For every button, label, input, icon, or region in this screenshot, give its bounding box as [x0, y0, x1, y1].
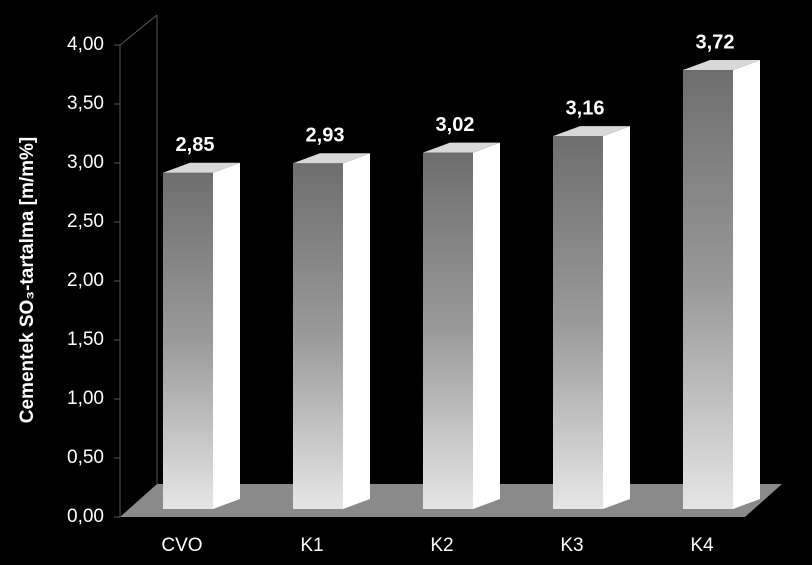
bar-side	[603, 126, 630, 510]
x-tick-label: K3	[560, 535, 583, 556]
bar-top	[553, 126, 630, 137]
y-tick-label: 3,50	[67, 93, 104, 114]
y-axis-label: Cementek SO₃-tartalma [m/m%]	[17, 137, 38, 423]
value-label: 3,16	[566, 97, 605, 119]
x-tick-label: K2	[430, 535, 453, 556]
y-tick-label: 0,00	[67, 506, 104, 527]
y-tick-label: 2,00	[67, 270, 104, 291]
bar-top	[683, 60, 760, 71]
bar-front	[683, 70, 733, 509]
value-label: 3,72	[696, 31, 735, 53]
bar-front	[163, 172, 213, 509]
bar-top	[293, 153, 370, 164]
x-tick-label: K4	[690, 535, 714, 556]
value-label: 3,02	[436, 114, 475, 136]
bar-side	[473, 142, 500, 509]
bar-front	[553, 136, 603, 509]
y-tick-label: 1,00	[67, 388, 104, 409]
bar-front	[423, 152, 473, 509]
bar-side	[343, 153, 370, 509]
y-tick-label: 2,50	[67, 211, 104, 232]
bar-front	[293, 163, 343, 509]
x-tick-label: CVO	[161, 535, 202, 556]
y-tick-label: 4,00	[67, 34, 104, 55]
bar-top	[423, 142, 500, 153]
value-label: 2,93	[306, 125, 345, 147]
wall-top-edge	[119, 14, 158, 46]
bar-side	[733, 60, 760, 509]
bar-top	[163, 162, 240, 173]
value-label: 2,85	[176, 134, 215, 156]
y-tick-label: 3,00	[67, 152, 104, 173]
y-tick-label: 0,50	[67, 447, 104, 468]
bar-side	[213, 162, 240, 509]
y-tick-label: 1,50	[67, 329, 104, 350]
x-tick-label: K1	[300, 535, 323, 556]
